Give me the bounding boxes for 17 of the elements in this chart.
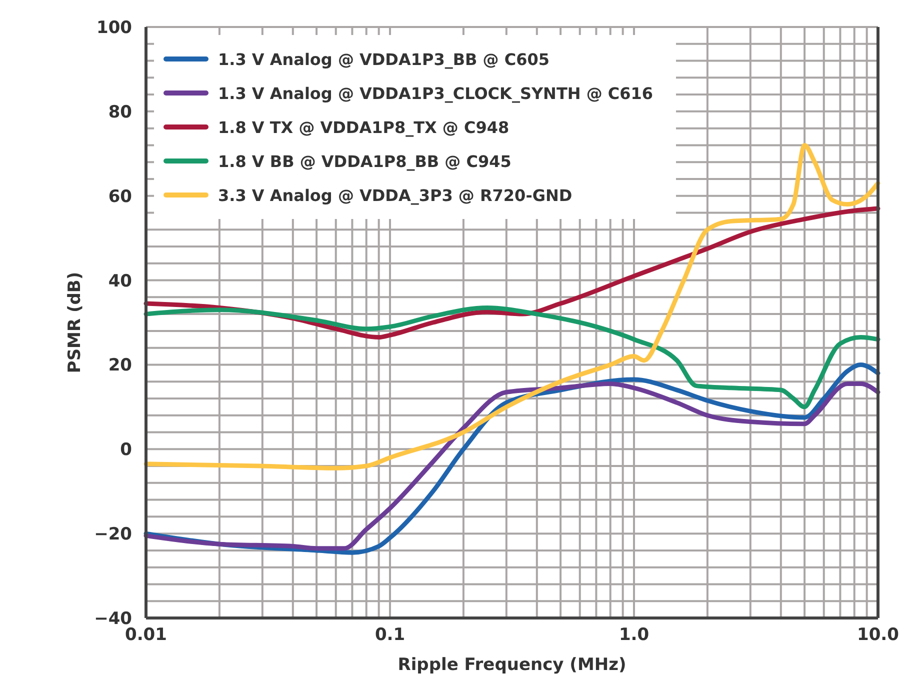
y-tick-label: 0 [120,440,132,460]
x-tick-label: 1.0 [618,625,650,645]
legend-label: 1.3 V Analog @ VDDA1P3_CLOCK_SYNTH @ C616 [218,84,654,103]
x-tick-label: 10.0 [857,625,900,645]
legend-label: 1.8 V BB @ VDDA1P8_BB @ C945 [218,152,512,171]
y-tick-label: 60 [108,186,132,207]
y-tick-label: 40 [108,271,132,292]
x-axis-title: Ripple Frequency (MHz) [398,655,626,675]
y-axis-title: PSMR (dB) [65,272,85,374]
legend-label: 1.8 V TX @ VDDA1P8_TX @ C948 [218,118,510,137]
y-tick-label: 100 [96,18,132,38]
y-tick-label: −20 [94,524,132,545]
y-tick-label: 20 [108,356,132,376]
x-tick-label: 0.1 [374,625,406,645]
legend-label: 3.3 V Analog @ VDDA_3P3 @ R720-GND [218,186,572,205]
legend-label: 1.3 V Analog @ VDDA1P3_BB @ C605 [218,50,550,69]
y-tick-label: 80 [108,102,132,122]
